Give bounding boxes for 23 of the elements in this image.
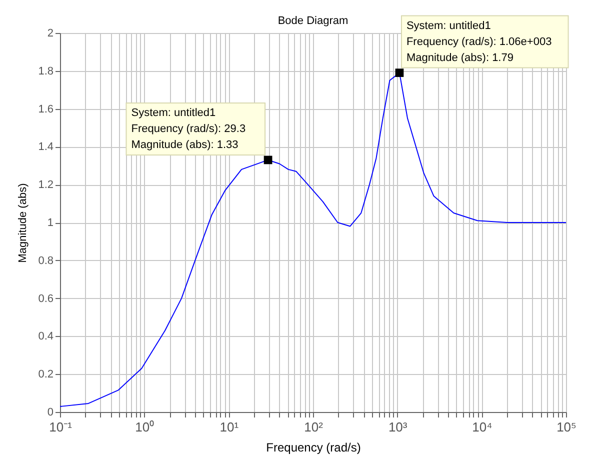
y-axis-title: Magnitude (abs) xyxy=(17,183,30,263)
y-tick-label: 1.4 xyxy=(38,141,54,154)
y-tick-label: 1.6 xyxy=(38,103,54,116)
x-tick-label: 10¹ xyxy=(220,420,240,434)
x-tick-label: 10³ xyxy=(388,420,408,434)
x-tick-label: 10⁰ xyxy=(135,420,155,434)
y-tick-label: 0.4 xyxy=(38,330,54,343)
y-tick-label: 1.2 xyxy=(38,179,54,192)
annotation: System: untitled1 Frequency (rad/s): 29.3 Magnitude (abs): 1.33 xyxy=(131,106,246,151)
x-tick-label: 10⁵ xyxy=(556,420,576,434)
y-tick-label: 1 xyxy=(47,217,54,229)
y-tick-label: 0.2 xyxy=(38,368,54,381)
chart-title: Bode Diagram xyxy=(278,15,348,27)
x-tick-label: 10² xyxy=(304,420,324,434)
x-axis-title: Frequency (rad/s) xyxy=(266,440,361,454)
x-tick-label: 10⁻¹ xyxy=(49,420,73,434)
y-tick-label: 0.8 xyxy=(38,254,54,267)
y-tick-label: 2 xyxy=(47,28,54,40)
y-tick-label: 0.6 xyxy=(38,292,54,305)
annotation: System: untitled1 Frequency (rad/s): 1.06e+003 Magnitude (abs): 1.79 xyxy=(406,20,552,64)
y-tick-label: 0 xyxy=(47,406,54,418)
x-tick-label: 10⁴ xyxy=(472,420,492,434)
y-tick-label: 1.8 xyxy=(38,65,54,78)
